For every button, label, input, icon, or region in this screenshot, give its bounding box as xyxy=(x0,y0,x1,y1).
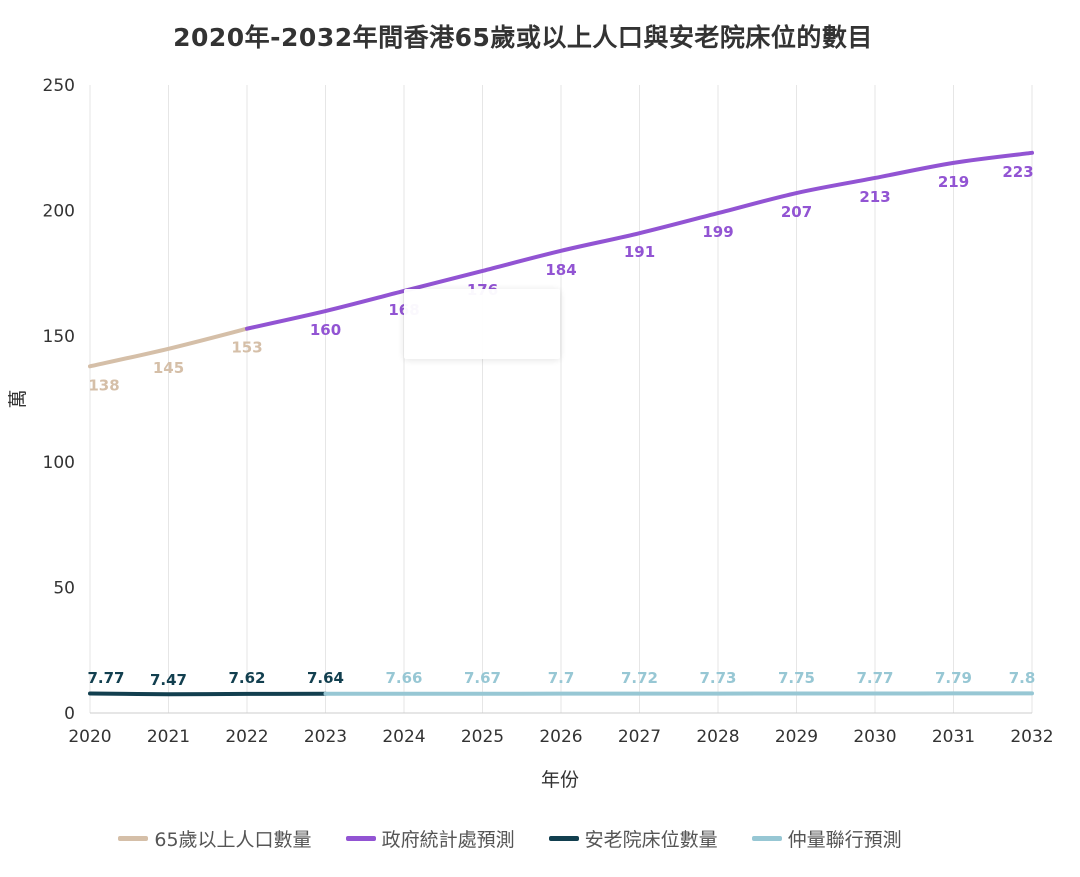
series-line-care-home-beds[interactable] xyxy=(88,691,328,697)
x-tick-label: 2020 xyxy=(68,727,111,747)
data-label: 7.7 xyxy=(548,669,575,687)
x-tick-label: 2030 xyxy=(853,727,896,747)
data-label: 7.72 xyxy=(621,669,658,687)
data-label: 7.77 xyxy=(856,669,893,687)
data-label: 7.77 xyxy=(87,669,124,687)
series-line-census-forecast[interactable] xyxy=(245,150,1034,331)
y-tick-label: 100 xyxy=(43,453,75,473)
legend-swatch xyxy=(345,836,376,841)
x-tick-label: 2024 xyxy=(382,727,425,747)
x-tick-label: 2031 xyxy=(932,727,975,747)
data-label: 191 xyxy=(624,243,655,261)
data-labels: 1381451531601681761841911992072132192237… xyxy=(87,163,1035,689)
data-label: 7.79 xyxy=(935,669,972,687)
legend-swatch xyxy=(118,836,149,841)
tooltip xyxy=(404,289,560,359)
legend-item-care-home-beds[interactable]: 安老院床位數量 xyxy=(548,825,718,852)
series-lines xyxy=(88,150,1034,697)
data-label: 184 xyxy=(545,261,576,279)
data-label: 160 xyxy=(310,321,341,339)
x-tick-label: 2032 xyxy=(1010,727,1053,747)
data-label: 219 xyxy=(938,173,969,191)
y-tick-label: 50 xyxy=(53,578,75,598)
data-label: 145 xyxy=(153,359,184,377)
data-label: 7.64 xyxy=(307,669,344,687)
x-tick-label: 2029 xyxy=(775,727,818,747)
x-tick-label: 2022 xyxy=(225,727,268,747)
legend-item-elderly-population[interactable]: 65歲以上人口數量 xyxy=(118,825,312,852)
data-label: 153 xyxy=(231,339,262,357)
legend: 65歲以上人口數量 政府統計處預測 安老院床位數量 仲量聯行預測 xyxy=(0,825,1020,852)
legend-label: 仲量聯行預測 xyxy=(787,829,902,851)
legend-label: 安老院床位數量 xyxy=(584,829,718,851)
y-axis-title: 萬 xyxy=(7,389,29,408)
data-label: 7.47 xyxy=(150,671,187,689)
y-tick-label: 150 xyxy=(43,327,75,347)
axes: 2020 2021 2022 2023 2024 2025 2026 2027 2028 2029… xyxy=(7,76,1054,791)
legend-label: 政府統計處預測 xyxy=(381,829,515,851)
y-tick-label: 0 xyxy=(64,704,75,724)
x-tick-label: 2023 xyxy=(304,727,347,747)
legend-swatch xyxy=(751,836,782,841)
data-label: 213 xyxy=(859,188,890,206)
grid-lines xyxy=(89,85,1033,713)
x-tick-label: 2026 xyxy=(539,727,582,747)
data-label: 7.62 xyxy=(228,669,265,687)
data-label: 7.73 xyxy=(699,669,736,687)
data-label: 199 xyxy=(702,223,733,241)
legend-swatch xyxy=(548,836,579,841)
x-tick-label: 2028 xyxy=(696,727,739,747)
data-label: 138 xyxy=(88,376,119,394)
series-line-elderly-population[interactable] xyxy=(88,326,249,369)
x-tick-label: 2021 xyxy=(147,727,190,747)
chart-title: 2020年-2032年間香港65歲或以上人口與安老院床位的數目 xyxy=(173,23,873,52)
data-label: 7.8 xyxy=(1009,669,1036,687)
y-tick-label: 200 xyxy=(43,202,75,222)
data-label: 7.66 xyxy=(385,669,422,687)
legend-item-census-forecast[interactable]: 政府統計處預測 xyxy=(345,825,515,852)
legend-item-jll-forecast[interactable]: 仲量聯行預測 xyxy=(751,825,902,852)
y-tick-label: 250 xyxy=(43,76,75,96)
x-axis-title: 年份 xyxy=(541,769,579,791)
data-label: 223 xyxy=(1002,163,1033,181)
data-label: 7.75 xyxy=(778,669,815,687)
legend-label: 65歲以上人口數量 xyxy=(154,829,312,851)
x-tick-label: 2025 xyxy=(461,727,504,747)
x-tick-label: 2027 xyxy=(618,727,661,747)
data-label: 7.67 xyxy=(464,669,501,687)
data-label: 207 xyxy=(781,203,812,221)
